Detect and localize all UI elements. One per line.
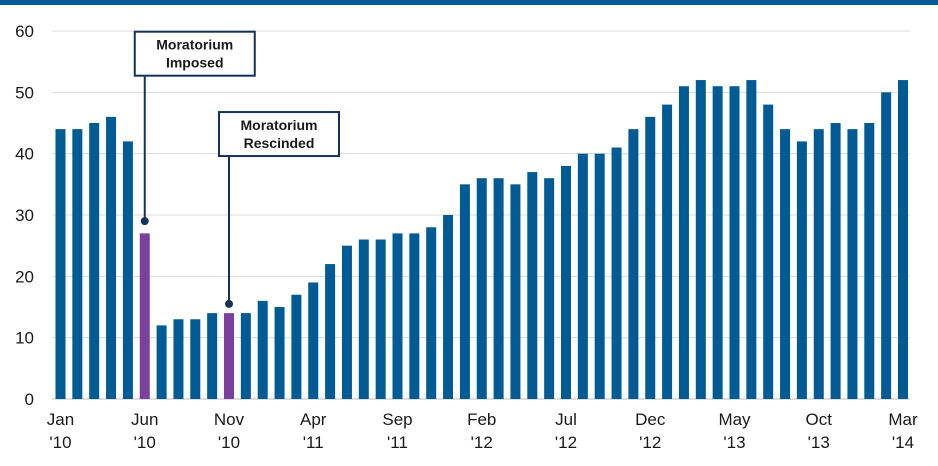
bar [156,325,167,399]
annotation-box [133,30,256,77]
annotation-callout: Moratorium Rescinded [218,111,340,308]
bar [847,129,858,399]
bar [729,86,740,399]
bar [190,319,201,399]
annotation-label-line2: Rescinded [244,135,315,151]
annotations: Moratorium Imposed Moratorium Rescinded [133,30,340,308]
bar [325,264,336,399]
bar [796,141,807,399]
bar [392,233,403,399]
bar [341,245,352,399]
bar [55,129,66,399]
x-tick-label-year: '13 [723,433,745,452]
bar [375,239,386,399]
bar [712,86,723,399]
bar [662,104,673,399]
highlight-bar [139,233,150,399]
bar [106,116,117,399]
bar [308,282,319,399]
bar [459,184,470,399]
annotation-dot [225,299,233,308]
highlight-bar [224,313,234,399]
x-tick-label-year: '12 [555,433,577,452]
x-tick-label: Apr [300,410,327,429]
x-tick-label: Nov [214,410,245,429]
x-tick-label-year: '14 [892,433,914,452]
x-axis: Jan '10 Jun '10 Nov '10 Apr '11 Sep '11 Feb '12 Jul '… [47,410,918,452]
bar [409,233,420,399]
annotation-label-line2: Imposed [166,55,224,71]
y-tick-label: 10 [15,329,34,348]
bar [257,300,268,399]
bar [864,123,875,399]
bar [493,178,504,399]
annotation-label-line1: Moratorium [241,117,318,133]
bar [898,80,908,400]
bar [628,129,639,399]
x-tick-label-year: '10 [218,433,240,452]
bar [274,307,285,399]
x-tick-label: May [718,410,751,429]
x-tick-label-year: '11 [303,433,324,452]
x-tick-label-year: '10 [49,433,71,452]
bar [561,165,571,399]
bar [527,172,538,399]
bar [122,141,133,399]
x-tick-label: Dec [635,410,666,429]
x-tick-label-year: '13 [808,433,830,452]
bar [830,123,841,399]
bar [678,86,689,399]
bar [89,123,100,399]
annotation-dot [140,217,149,226]
annotation-box [218,111,340,158]
bar [476,178,487,399]
x-tick-label: Oct [806,410,833,429]
x-tick-label-year: '10 [134,433,156,452]
bar [577,153,588,399]
bar [510,184,521,399]
x-tick-label-year: '12 [471,433,493,452]
y-tick-label: 30 [15,206,34,225]
bar [358,239,369,399]
bars [55,80,908,400]
x-tick-label: Feb [467,410,496,429]
x-tick-label-year: '11 [387,433,408,452]
x-tick-label: Jun [131,410,158,429]
top-rule [0,0,938,5]
bar [207,313,218,399]
bar [72,129,83,399]
bar [426,227,437,399]
y-tick-label: 40 [15,145,34,164]
bar [645,116,656,399]
y-axis: 0 10 20 30 40 50 60 [15,22,34,409]
bar [881,92,892,399]
bar [780,129,791,399]
bar [173,319,184,399]
x-tick-label: Mar [888,410,918,429]
x-tick-label: Jan [47,410,74,429]
bar [763,104,774,399]
bar [695,80,706,400]
bar [240,313,251,399]
bar [611,147,622,399]
bar [443,215,454,399]
bar [813,129,824,399]
annotation-label-line1: Moratorium [156,37,233,53]
y-tick-label: 20 [15,267,34,286]
y-tick-label: 50 [15,83,34,102]
x-tick-label: Jul [555,410,577,429]
x-tick-label-year: '12 [639,433,661,452]
bar [594,153,605,399]
annotation-callout: Moratorium Imposed [133,30,256,226]
bar [746,80,757,400]
y-tick-label: 0 [25,390,34,409]
x-tick-label: Sep [382,410,412,429]
y-tick-label: 60 [15,22,34,41]
bar [544,178,555,399]
bar [291,294,302,399]
